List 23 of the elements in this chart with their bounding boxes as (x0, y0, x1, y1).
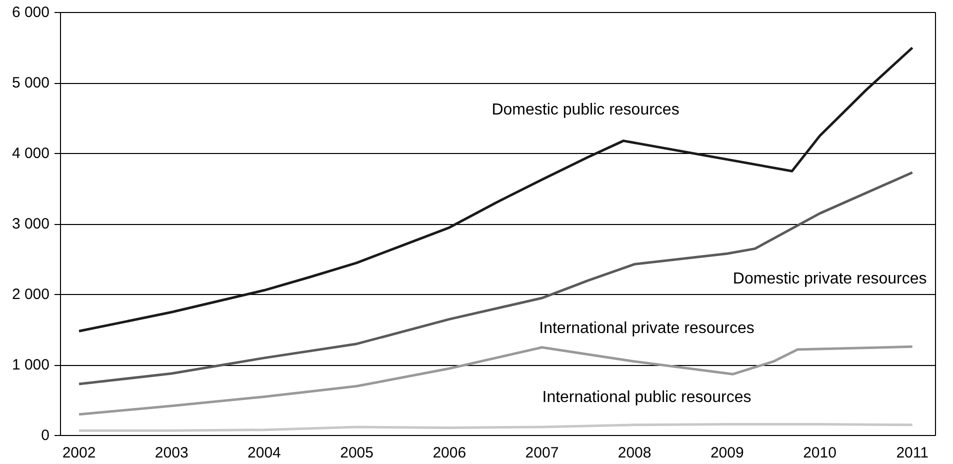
x-tick-label: 2006 (432, 444, 466, 462)
x-tick-label: 2010 (803, 444, 836, 462)
series-label: International private resources (539, 320, 754, 337)
x-tick-label: 2007 (525, 444, 559, 462)
y-tick-label: 2 000 (12, 286, 50, 303)
y-tick-label: 3 000 (12, 216, 50, 232)
line-series (78, 422, 914, 432)
x-tick-label: 2008 (618, 444, 652, 462)
y-tick-label: 1 000 (12, 356, 50, 374)
text: Domestic public resources (492, 101, 680, 118)
y-tick-label: 6 000 (12, 4, 50, 21)
y-tick-label: 5 000 (12, 74, 50, 92)
series-label: International public resources (542, 388, 752, 406)
line-series (78, 345, 914, 416)
x-tick-label: 2009 (710, 444, 744, 462)
y-tick-label: 4 000 (12, 145, 50, 162)
y-tick-label: 0 (41, 427, 50, 444)
x-tick-label: 2011 (896, 444, 928, 462)
series-label: Domestic private resources (732, 270, 927, 288)
x-tick-label: 2005 (340, 444, 374, 462)
x-tick-label: 2003 (154, 444, 188, 462)
x-tick-label: 2002 (62, 444, 96, 462)
x-tick-label: 2004 (248, 444, 281, 462)
